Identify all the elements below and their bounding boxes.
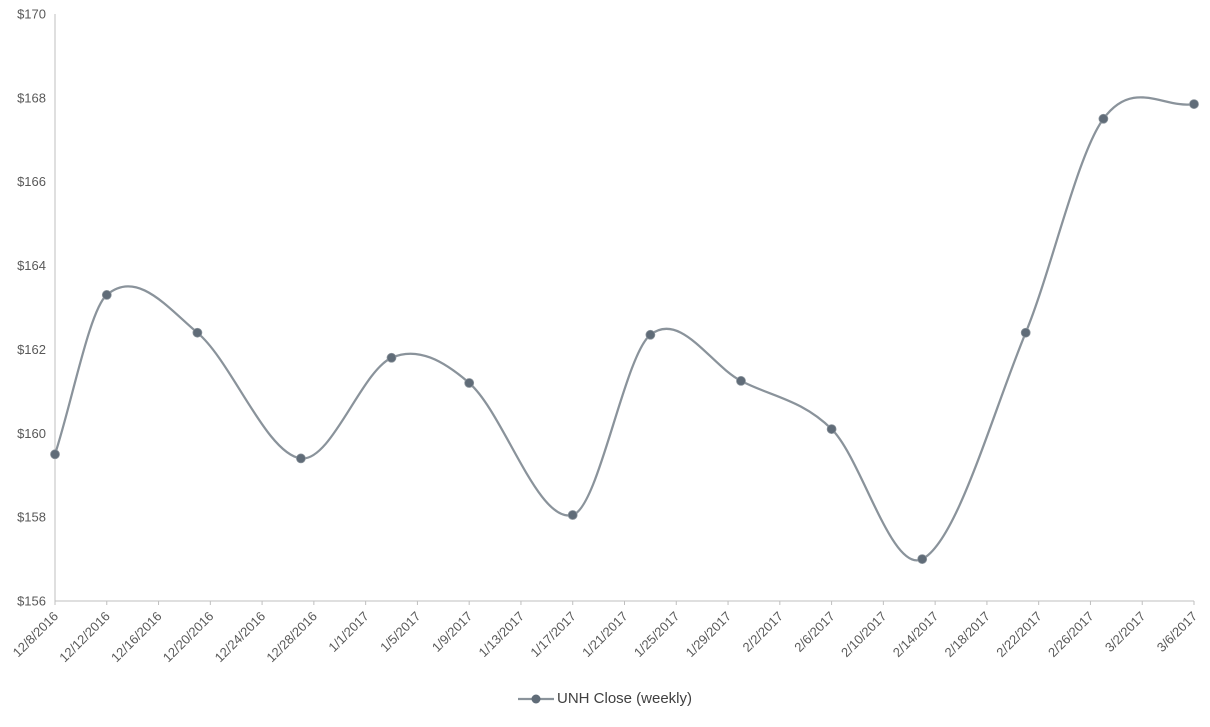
x-axis-tick-label: 1/25/2017 — [631, 609, 683, 661]
y-axis-tick-label: $166 — [17, 174, 46, 189]
x-axis-tick-label: 12/28/2016 — [263, 609, 320, 666]
data-point-marker — [645, 329, 656, 340]
data-point-marker — [296, 453, 306, 464]
y-axis-tick-label: $162 — [17, 342, 46, 357]
data-point-marker — [464, 378, 475, 388]
data-point-marker — [826, 424, 837, 434]
y-axis-tick-label: $170 — [17, 7, 46, 22]
x-axis-tick-label: 1/1/2017 — [325, 609, 371, 655]
x-axis-tick-label: 2/14/2017 — [890, 609, 942, 661]
data-point-marker — [101, 290, 112, 300]
x-axis-tick-label: 12/12/2016 — [56, 609, 113, 666]
x-axis-tick-label: 12/20/2016 — [160, 609, 217, 666]
x-axis-tick-label: 1/17/2017 — [527, 609, 579, 661]
y-axis-tick-label: $156 — [17, 594, 46, 609]
data-point-marker — [386, 352, 397, 363]
data-point-marker — [1189, 99, 1199, 109]
x-axis-tick-label: 2/22/2017 — [993, 609, 1045, 661]
legend: UNH Close (weekly) — [0, 690, 1210, 708]
data-point-marker — [1098, 113, 1109, 124]
data-point-marker — [1020, 327, 1031, 338]
x-axis-tick-label: 2/18/2017 — [942, 609, 994, 661]
x-axis-tick-label: 12/24/2016 — [212, 609, 269, 666]
y-axis-tick-label: $160 — [17, 426, 46, 441]
x-axis-tick-label: 2/2/2017 — [740, 609, 786, 655]
legend-label: UNH Close (weekly) — [556, 690, 693, 707]
x-axis-tick-label: 2/10/2017 — [838, 609, 890, 661]
legend-line-marker-icon — [517, 694, 554, 704]
x-axis-tick-label: 12/16/2016 — [108, 609, 165, 666]
x-axis-tick-label: 12/8/2016 — [10, 609, 62, 661]
y-axis-tick-label: $168 — [17, 90, 46, 105]
data-point-marker — [567, 510, 578, 520]
x-axis-tick-label: 1/13/2017 — [476, 609, 528, 661]
data-point-marker — [192, 327, 203, 338]
data-point-marker — [917, 554, 928, 564]
y-axis-tick-label: $158 — [17, 510, 46, 525]
data-point-marker — [736, 376, 746, 386]
x-axis-tick-label: 3/2/2017 — [1102, 609, 1148, 655]
x-axis-tick-label: 1/5/2017 — [377, 609, 423, 655]
x-axis-tick-label: 1/29/2017 — [683, 609, 735, 661]
x-axis-tick-label: 1/9/2017 — [429, 609, 475, 655]
x-axis-tick-label: 3/6/2017 — [1154, 609, 1200, 655]
y-axis-tick-label: $164 — [17, 258, 46, 273]
series-line — [53, 96, 1196, 562]
x-axis-tick-label: 2/6/2017 — [791, 609, 837, 655]
x-axis-tick-label: 1/21/2017 — [579, 609, 631, 661]
x-axis-tick-label: 2/26/2017 — [1045, 609, 1097, 661]
data-point-marker — [50, 449, 60, 460]
